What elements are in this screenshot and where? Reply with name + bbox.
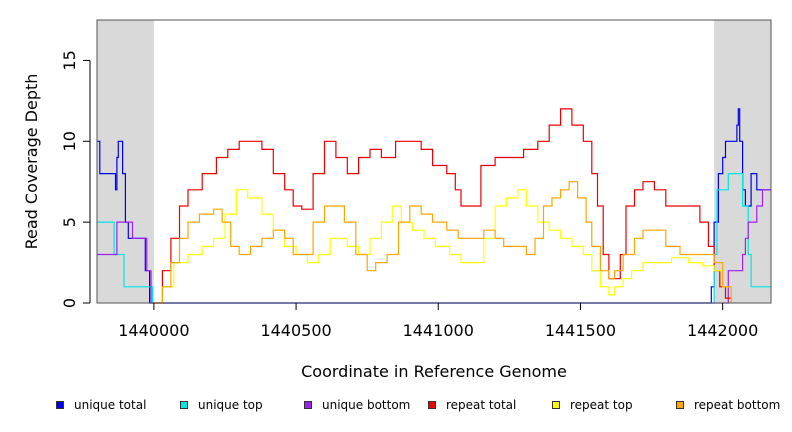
series-line-repeat-top xyxy=(153,189,732,304)
y-axis: 0 5 10 15 xyxy=(60,50,91,308)
legend-label: repeat total xyxy=(446,398,517,412)
x-axis-title: Coordinate in Reference Genome xyxy=(301,362,567,381)
legend-item-unique-bottom: unique bottom xyxy=(304,398,410,412)
series-line-repeat-bottom xyxy=(153,181,732,304)
plot-frame xyxy=(96,19,772,304)
x-tick-label: 1441500 xyxy=(545,321,616,340)
flank-region-1 xyxy=(97,20,154,303)
legend-swatch-unique-total xyxy=(56,401,64,409)
y-axis-title: Read Coverage Depth xyxy=(22,74,41,250)
legend-label: repeat bottom xyxy=(694,398,781,412)
series-line-repeat-total xyxy=(153,108,732,304)
x-tick-label: 1440500 xyxy=(260,321,331,340)
series-lines xyxy=(97,108,771,304)
y-tick-label: 10 xyxy=(60,131,79,151)
x-tick-label: 1442000 xyxy=(687,321,758,340)
legend-label: unique bottom xyxy=(322,398,411,412)
x-axis: 1440000 1440500 1441000 1441500 1442000 xyxy=(118,303,758,340)
legend-swatch-unique-top xyxy=(180,401,188,409)
legend-swatch-repeat-bottom xyxy=(676,401,684,409)
legend-item-unique-total: unique total xyxy=(56,398,146,412)
legend-swatch-unique-bottom xyxy=(304,401,312,409)
coverage-chart: 1440000 1440500 1441000 1441500 1442000 0 5 10… xyxy=(22,19,772,381)
x-tick-label: 1440000 xyxy=(118,321,189,340)
legend-item-repeat-top: repeat top xyxy=(552,398,633,412)
y-tick-label: 0 xyxy=(60,298,79,308)
y-tick-label: 15 xyxy=(60,50,79,70)
legend-swatch-repeat-total xyxy=(428,401,436,409)
flank-regions xyxy=(97,20,771,303)
legend-item-repeat-bottom: repeat bottom xyxy=(676,398,780,412)
legend-label: unique top xyxy=(198,398,263,412)
legend-label: repeat top xyxy=(570,398,633,412)
x-tick-label: 1441000 xyxy=(403,321,474,340)
legend-item-repeat-total: repeat total xyxy=(428,398,516,412)
legend-swatch-repeat-top xyxy=(552,401,560,409)
y-tick-label: 5 xyxy=(60,217,79,227)
legend-label: unique total xyxy=(74,398,147,412)
legend-item-unique-top: unique top xyxy=(180,398,263,412)
legend: unique total unique top unique bottom re… xyxy=(0,398,792,422)
